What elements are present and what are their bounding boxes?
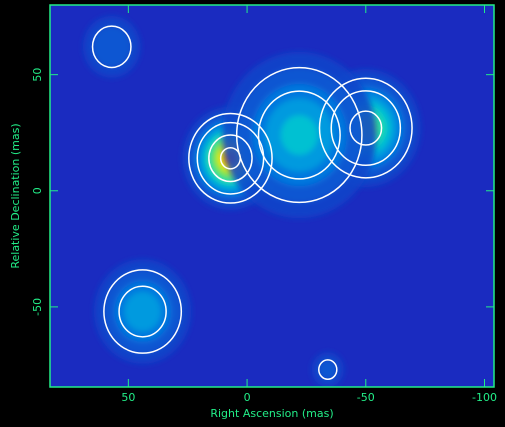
intensity-layer (124, 291, 162, 332)
contour (257, 90, 341, 180)
y-tick-label: 0 (31, 187, 44, 194)
contour (103, 269, 183, 354)
contour (118, 285, 167, 338)
axes: 50 0 -50 -100 50 0 -50 Right Ascension (mas) Rel… (9, 4, 497, 420)
x-tick-label: 0 (244, 391, 251, 404)
contour (188, 112, 273, 204)
source (222, 51, 377, 219)
y-axis-label: Relative Declination (mas) (9, 123, 22, 268)
x-axis-label: Right Ascension (mas) (210, 407, 333, 420)
contour (208, 134, 253, 183)
x-tick-label: -50 (357, 391, 375, 404)
plot-area (50, 5, 494, 387)
contour (318, 77, 413, 179)
source (311, 352, 344, 387)
intensity-layer (92, 26, 131, 68)
contour (196, 121, 265, 195)
contour (318, 359, 338, 381)
frame (49, 4, 495, 388)
y-tick-label: -50 (31, 298, 44, 316)
intensity-layer (280, 115, 318, 155)
x-tick-label: -100 (472, 391, 497, 404)
source (83, 15, 141, 78)
contour (219, 146, 242, 170)
intensity-layer (318, 359, 337, 380)
contour (330, 90, 402, 167)
contour (91, 25, 132, 69)
source (94, 259, 192, 364)
contour (349, 110, 383, 146)
contour (235, 66, 363, 204)
y-tick-label: 50 (31, 68, 44, 82)
x-tick-label: 50 (121, 391, 135, 404)
